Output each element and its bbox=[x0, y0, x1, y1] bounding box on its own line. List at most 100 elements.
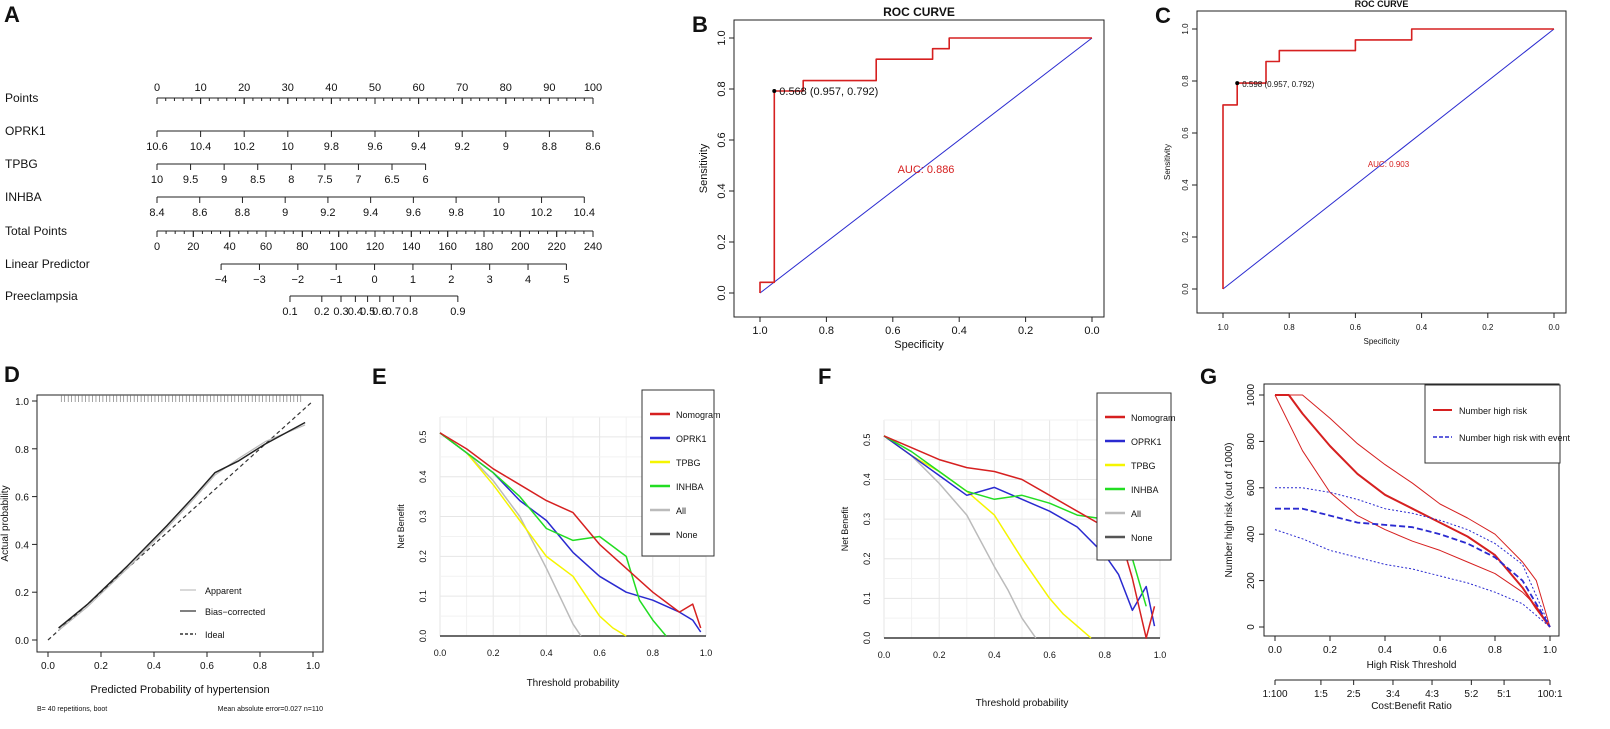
nomogram-tick-label: 220 bbox=[548, 241, 566, 253]
x-tick-label: 0.4 bbox=[1378, 645, 1392, 656]
x-axis-label: Specificity bbox=[894, 339, 944, 351]
legend-label: All bbox=[676, 506, 686, 516]
plot-frame bbox=[1196, 10, 1567, 314]
nomogram-tick-label: 0.5 bbox=[360, 306, 375, 318]
y-tick-label: 0.5 bbox=[418, 431, 428, 444]
nomogram-tick-label: 9.6 bbox=[367, 141, 382, 153]
nomogram-tick-label: 2 bbox=[448, 274, 454, 286]
x-tick-label: 0.0 bbox=[1268, 645, 1282, 656]
y-tick-label: 0.2 bbox=[15, 588, 29, 599]
impact-curve bbox=[1275, 394, 1551, 628]
x2-tick-label: 3:4 bbox=[1386, 689, 1400, 700]
x-axis-label: Threshold probability bbox=[976, 698, 1069, 709]
y-tick-label: 0.1 bbox=[862, 592, 872, 605]
legend-box bbox=[1424, 384, 1561, 464]
nomogram-tick-label: 10 bbox=[194, 82, 206, 94]
y-tick-label: 0.5 bbox=[862, 434, 872, 447]
nomogram-tick-label: 90 bbox=[543, 82, 555, 94]
x-tick-label: 0.2 bbox=[1482, 323, 1494, 332]
panel-letter-F: F bbox=[818, 364, 831, 389]
x-tick-label: 0.2 bbox=[487, 648, 500, 658]
series-line-oprk1 bbox=[883, 435, 1156, 627]
nomogram-tick-label: 9.8 bbox=[448, 207, 463, 219]
series-line-nomogram bbox=[883, 435, 1156, 639]
y-tick-label: 1.0 bbox=[15, 397, 29, 408]
nomogram-tick-label: 7 bbox=[355, 174, 361, 186]
nomogram-tick-label: 0.2 bbox=[314, 306, 329, 318]
panel-letter-D: D bbox=[4, 362, 20, 387]
reference-diagonal bbox=[1222, 28, 1555, 290]
nomogram-tick-label: 4 bbox=[525, 274, 531, 286]
legend-label: None bbox=[676, 530, 698, 540]
y-tick-label: 0.8 bbox=[716, 81, 728, 96]
nomogram-tick-label: 80 bbox=[296, 241, 308, 253]
nomogram-tick-label: 0.1 bbox=[282, 306, 297, 318]
nomogram-tick-label: −4 bbox=[215, 274, 228, 286]
plot-frame bbox=[733, 19, 1105, 318]
nomogram-tick-label: 9.4 bbox=[363, 207, 378, 219]
nomogram-tick-label: 5 bbox=[563, 274, 569, 286]
legend-label: None bbox=[1131, 533, 1153, 543]
x-tick-label: 0.0 bbox=[41, 661, 55, 672]
y-axis-label: Sensitivity bbox=[1163, 144, 1172, 180]
legend-label: INHBA bbox=[1131, 485, 1159, 495]
legend-label: Ideal bbox=[205, 630, 225, 640]
legend-label: Number high risk bbox=[1459, 406, 1528, 416]
nomogram-tick-label: 70 bbox=[456, 82, 468, 94]
auc-label: AUC: 0.903 bbox=[1368, 160, 1410, 169]
nomogram-tick-label: −3 bbox=[253, 274, 266, 286]
legend-label: Nomogram bbox=[1131, 413, 1176, 423]
y-tick-label: 0.0 bbox=[716, 285, 728, 300]
y-tick-label: 0.4 bbox=[1181, 179, 1190, 191]
legend-label: Number high risk with event bbox=[1459, 433, 1571, 443]
x-tick-label: 1.0 bbox=[700, 648, 713, 658]
x-tick-label: 0.0 bbox=[1084, 325, 1099, 337]
nomogram-tick-label: 8 bbox=[288, 174, 294, 186]
nomogram-tick-label: 9.8 bbox=[324, 141, 339, 153]
y-tick-label: 400 bbox=[1246, 525, 1257, 542]
nomogram-tick-label: 1 bbox=[410, 274, 416, 286]
impact-curve bbox=[1275, 507, 1551, 628]
nomogram-tick-label: 9.4 bbox=[411, 141, 426, 153]
y-tick-label: 0.4 bbox=[862, 473, 872, 486]
x-axis-label: Predicted Probability of hypertension bbox=[90, 684, 269, 696]
x-axis-label: Specificity bbox=[1363, 337, 1399, 346]
series-line-nomogram bbox=[439, 432, 702, 629]
legend-label: OPRK1 bbox=[676, 434, 707, 444]
y-tick-label: 0.2 bbox=[862, 552, 872, 565]
nomogram-tick-label: 140 bbox=[402, 241, 420, 253]
best-threshold-point bbox=[772, 89, 777, 94]
x-tick-label: 0.8 bbox=[253, 661, 267, 672]
nomogram-tick-label: 60 bbox=[412, 82, 424, 94]
x2-axis-label: Cost:Benefit Ratio bbox=[1371, 701, 1452, 712]
nomogram-row-label: INHBA bbox=[5, 190, 42, 204]
nomogram-tick-label: 30 bbox=[282, 82, 294, 94]
x-tick-label: 0.8 bbox=[1284, 323, 1296, 332]
x-tick-label: 0.0 bbox=[434, 648, 447, 658]
nomogram-tick-label: 240 bbox=[584, 241, 602, 253]
x-tick-label: 0.2 bbox=[94, 661, 108, 672]
x2-tick-label: 5:1 bbox=[1497, 689, 1511, 700]
series-line-inhba bbox=[439, 432, 667, 637]
best-threshold-label: 0.598 (0.957, 0.792) bbox=[1242, 80, 1314, 89]
x2-tick-label: 5:2 bbox=[1464, 689, 1478, 700]
impact-curve bbox=[1275, 394, 1551, 628]
legend-label: TPBG bbox=[1131, 461, 1156, 471]
x-axis-label: High Risk Threshold bbox=[1367, 660, 1457, 671]
panel-letter-E: E bbox=[372, 364, 387, 389]
legend-label: All bbox=[1131, 509, 1141, 519]
x-tick-label: 0.8 bbox=[1099, 650, 1112, 660]
y-tick-label: 600 bbox=[1246, 479, 1257, 496]
nomogram-tick-label: −2 bbox=[292, 274, 305, 286]
x-tick-label: 0.6 bbox=[593, 648, 606, 658]
x-tick-label: 0.8 bbox=[1488, 645, 1502, 656]
impact-curve bbox=[1275, 487, 1551, 628]
legend-label: INHBA bbox=[676, 482, 704, 492]
nomogram-tick-label: 3 bbox=[487, 274, 493, 286]
y-tick-label: 0.6 bbox=[716, 132, 728, 147]
y-tick-label: 0.6 bbox=[15, 493, 29, 504]
y-tick-label: 0.6 bbox=[1181, 127, 1190, 139]
nomogram-tick-label: 8.4 bbox=[149, 207, 164, 219]
reference-diagonal bbox=[759, 37, 1093, 294]
